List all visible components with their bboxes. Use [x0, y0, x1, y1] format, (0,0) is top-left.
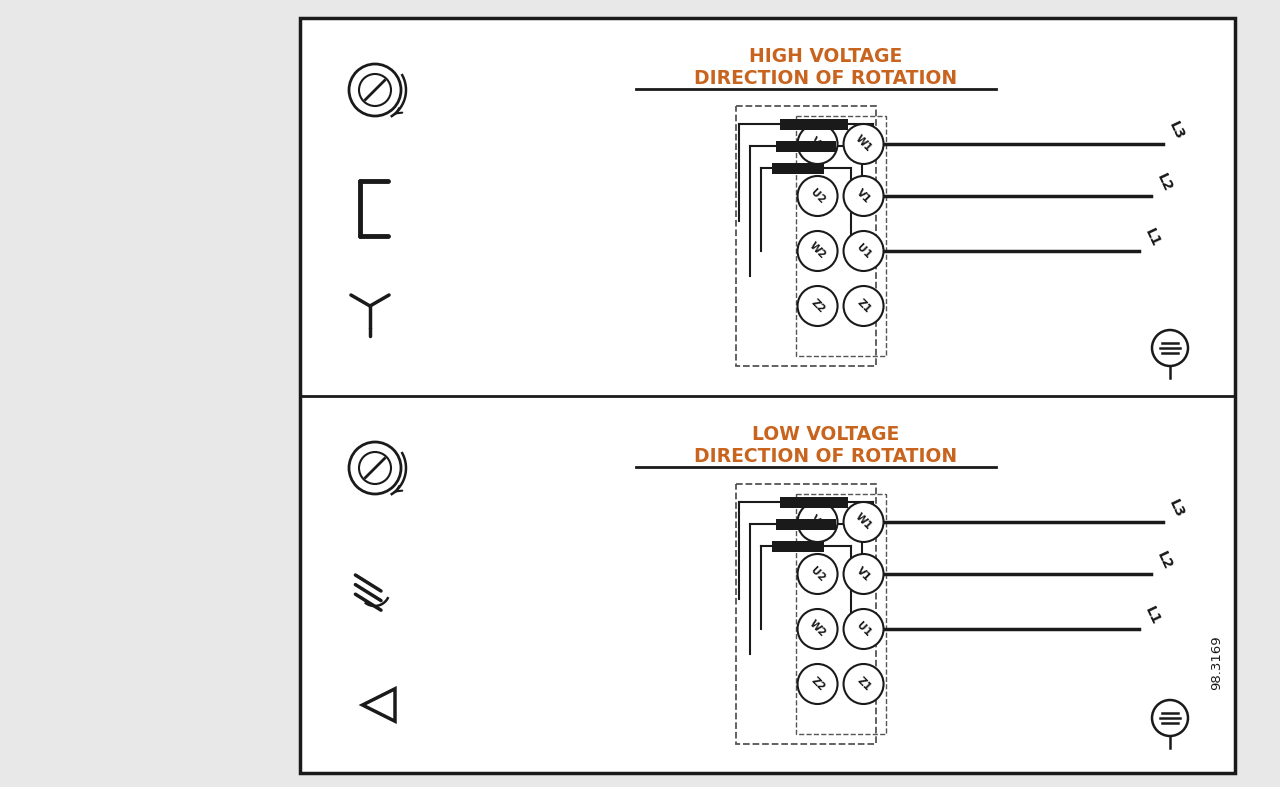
Circle shape	[844, 124, 883, 164]
Text: V2: V2	[809, 513, 827, 531]
Bar	[776, 141, 836, 152]
Circle shape	[797, 609, 837, 649]
Bar	[736, 484, 876, 744]
Bar	[796, 116, 886, 356]
Circle shape	[797, 554, 837, 594]
Bar	[772, 541, 823, 552]
Text: W2: W2	[808, 241, 828, 261]
Circle shape	[797, 664, 837, 704]
Text: L1: L1	[1142, 226, 1162, 249]
Text: U1: U1	[855, 242, 873, 260]
Circle shape	[797, 231, 837, 271]
Bar	[796, 494, 886, 734]
Text: W1: W1	[854, 512, 874, 532]
Bar	[776, 519, 836, 530]
Text: DIRECTION OF ROTATION: DIRECTION OF ROTATION	[694, 446, 957, 465]
Circle shape	[844, 554, 883, 594]
Text: L3: L3	[1166, 497, 1187, 520]
Text: Z1: Z1	[855, 675, 873, 693]
Circle shape	[358, 452, 390, 484]
Circle shape	[844, 664, 883, 704]
Circle shape	[844, 502, 883, 542]
Circle shape	[797, 124, 837, 164]
Text: W2: W2	[808, 619, 828, 639]
Circle shape	[1152, 330, 1188, 366]
Circle shape	[844, 609, 883, 649]
Circle shape	[349, 64, 401, 116]
Text: Z2: Z2	[809, 297, 827, 315]
Circle shape	[844, 286, 883, 326]
Bar	[780, 497, 847, 508]
Text: W1: W1	[854, 134, 874, 154]
Text: U2: U2	[809, 565, 827, 583]
Circle shape	[1152, 700, 1188, 736]
Text: V1: V1	[855, 565, 873, 583]
Text: Z1: Z1	[855, 297, 873, 315]
Text: Z2: Z2	[809, 675, 827, 693]
Circle shape	[797, 176, 837, 216]
Circle shape	[844, 231, 883, 271]
Bar	[772, 162, 823, 173]
Text: 98.3169: 98.3169	[1211, 636, 1224, 690]
Text: LOW VOLTAGE: LOW VOLTAGE	[751, 424, 899, 444]
Circle shape	[844, 176, 883, 216]
Text: HIGH VOLTAGE: HIGH VOLTAGE	[749, 46, 902, 65]
Bar	[780, 119, 847, 130]
Text: L3: L3	[1166, 120, 1187, 142]
Text: L2: L2	[1155, 549, 1175, 572]
Circle shape	[797, 286, 837, 326]
Text: DIRECTION OF ROTATION: DIRECTION OF ROTATION	[694, 68, 957, 87]
Bar	[300, 18, 1235, 773]
Text: L2: L2	[1155, 172, 1175, 194]
Text: U1: U1	[855, 620, 873, 638]
Circle shape	[797, 502, 837, 542]
Text: V1: V1	[855, 187, 873, 205]
Text: L1: L1	[1142, 604, 1162, 627]
Circle shape	[349, 442, 401, 494]
Text: V2: V2	[809, 135, 827, 153]
Bar	[736, 106, 876, 366]
Text: U2: U2	[809, 187, 827, 205]
Circle shape	[358, 74, 390, 106]
